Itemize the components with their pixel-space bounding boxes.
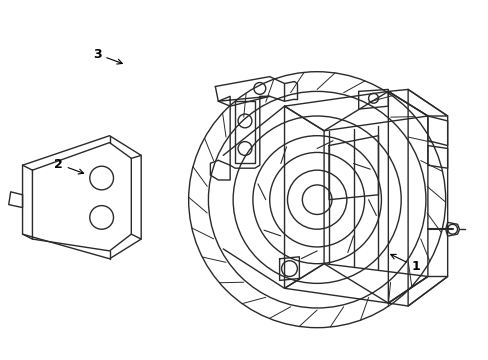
Text: 1: 1 (390, 255, 420, 273)
Text: 2: 2 (54, 158, 83, 174)
Text: 3: 3 (93, 48, 122, 64)
